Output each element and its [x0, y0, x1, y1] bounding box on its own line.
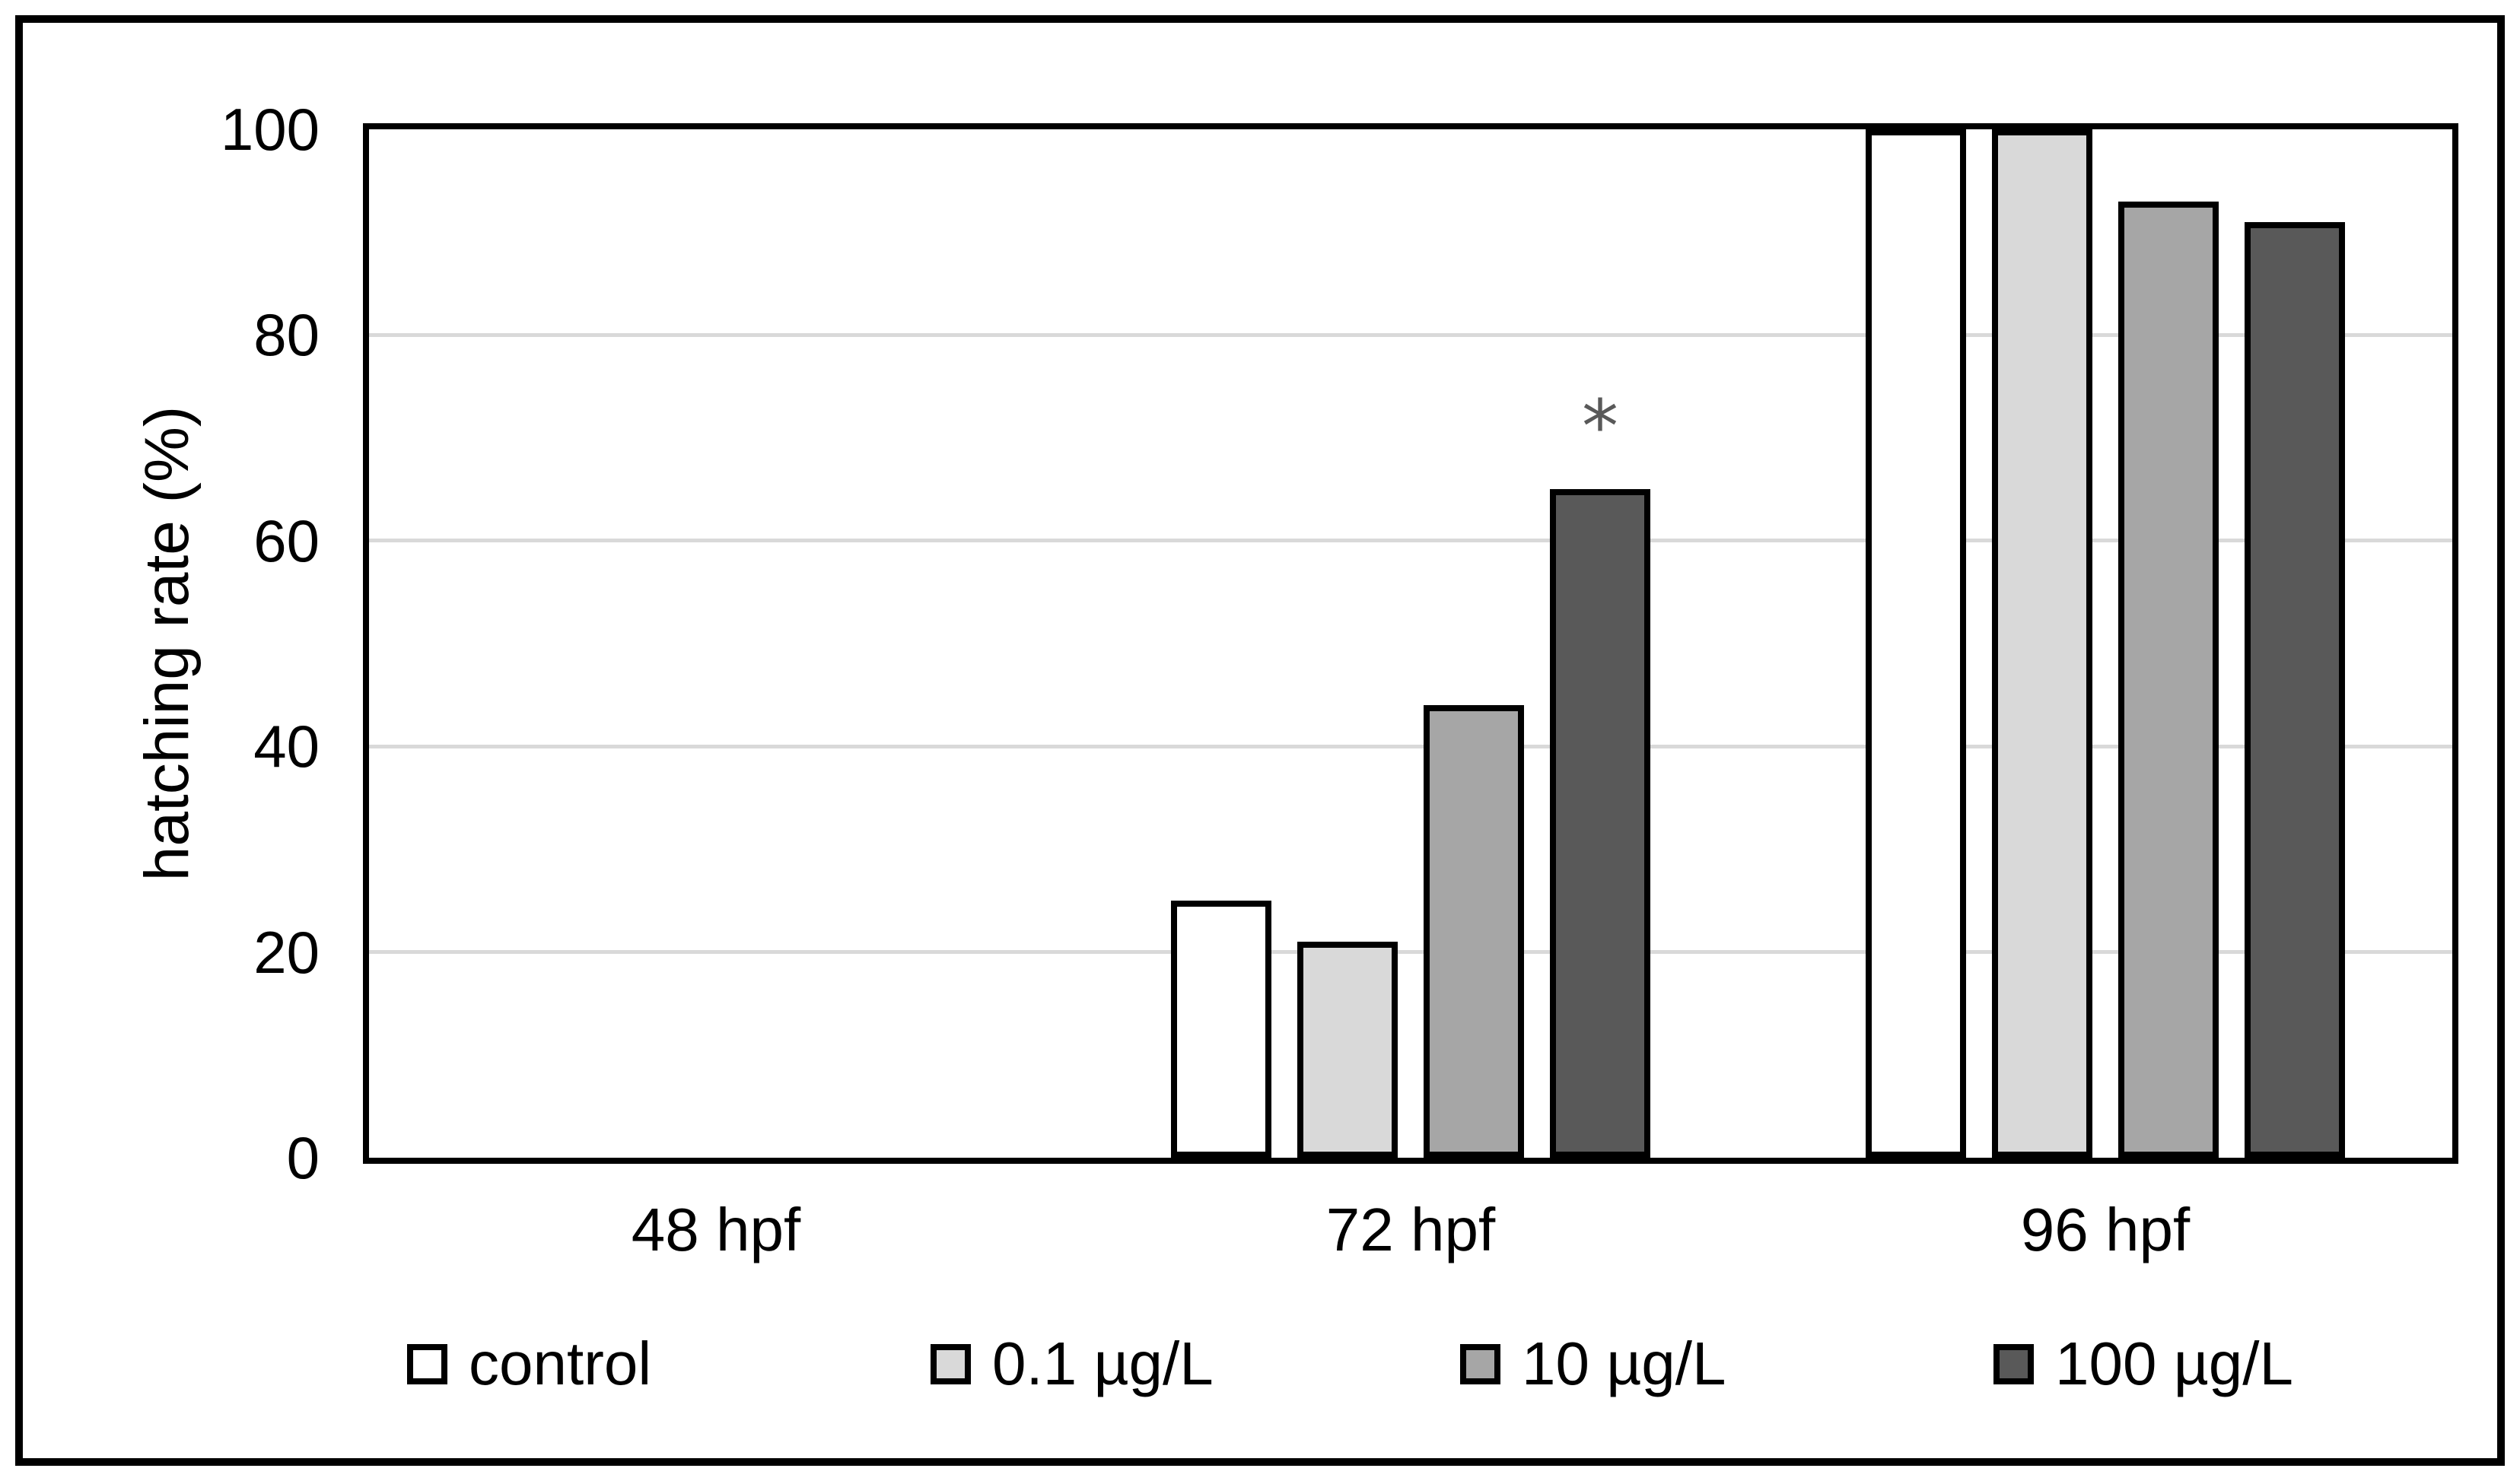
y-tick-label-0: 0 [286, 1124, 320, 1191]
y-axis-title: hatching rate (%) [99, 129, 236, 1158]
legend-swatch-0-1-g-l [931, 1343, 971, 1384]
bar-0-1-g-l-72-hpf [1297, 942, 1398, 1158]
bar-100-g-l-72-hpf [1550, 489, 1650, 1158]
y-axis-title-text: hatching rate (%) [132, 405, 202, 882]
legend-swatch-10-g-l [1460, 1343, 1500, 1384]
gridline-80 [369, 332, 2452, 337]
y-tick-label-40: 40 [253, 713, 320, 780]
figure-frame: hatching rate (%) 0 20 40 60 80 100 * 48 hpf 7… [15, 15, 2505, 1466]
legend-item-100-g-l: 100 µg/L [1993, 1322, 2293, 1406]
bar-10-g-l-96-hpf [2118, 202, 2219, 1158]
x-category-label-48-hpf: 48 hpf [631, 1196, 801, 1263]
bar-100-g-l-96-hpf [2245, 222, 2345, 1158]
bar-0-1-g-l-96-hpf [1992, 129, 2092, 1158]
legend-label-control: control [469, 1330, 652, 1397]
significance-asterisk: * [1582, 384, 1618, 469]
bar-control-72-hpf [1171, 901, 1271, 1158]
gridline-20 [369, 950, 2452, 955]
x-category-label-72-hpf: 72 hpf [1325, 1196, 1496, 1263]
legend-swatch-100-g-l [1993, 1343, 2034, 1384]
legend-item-control: control [407, 1322, 651, 1406]
x-category-label-96-hpf: 96 hpf [2020, 1196, 2191, 1263]
legend-label-100-g-l: 100 µg/L [2055, 1330, 2294, 1397]
y-tick-label-80: 80 [253, 301, 320, 368]
y-tick-label-60: 60 [253, 507, 320, 574]
y-tick-label-20: 20 [253, 919, 320, 986]
legend-label-10-g-l: 10 µg/L [1522, 1330, 1726, 1397]
legend-label-0-1-g-l: 0.1 µg/L [992, 1330, 1214, 1397]
plot-area: * [363, 123, 2458, 1164]
legend-item-0-1-g-l: 0.1 µg/L [931, 1322, 1214, 1406]
gridline-40 [369, 744, 2452, 748]
y-tick-label-100: 100 [220, 96, 320, 163]
bar-control-96-hpf [1866, 129, 1966, 1158]
legend-item-10-g-l: 10 µg/L [1460, 1322, 1726, 1406]
legend-swatch-control [407, 1343, 447, 1384]
gridline-60 [369, 539, 2452, 543]
bar-10-g-l-72-hpf [1424, 705, 1524, 1158]
